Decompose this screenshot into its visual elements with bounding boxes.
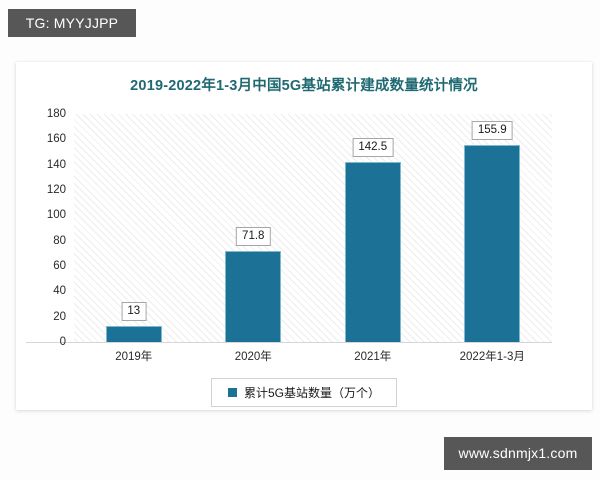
chart-title: 2019-2022年1-3月中国5G基站累计建成数量统计情况 [130,78,478,94]
y-axis-tick: 120 [46,184,66,196]
chart-bar[interactable] [344,161,401,342]
x-axis: 2019年 2020年 2021年 2022年1-3月 [74,348,552,368]
x-axis-tick: 2019年 [115,351,153,363]
bar-slot: 13 [74,114,194,342]
legend-label: 累计5G基站数量（万个） [243,386,381,400]
y-axis-tick: 60 [53,260,66,272]
x-axis-tick: 2021年 [354,351,392,363]
x-axis-tick: 2022年1-3月 [459,351,525,363]
y-axis: 180 160 140 120 100 80 60 40 20 0 [22,108,66,348]
x-axis-tick: 2020年 [234,351,272,363]
y-axis-tick: 80 [53,234,66,247]
bar-value-label: 142.5 [352,137,394,157]
x-axis-baseline [26,342,552,343]
y-axis-tick: 0 [59,336,66,348]
bar-slot: 71.8 [194,114,314,342]
bar-slot: 155.9 [433,114,553,342]
plot-area: 180 160 140 120 100 80 60 40 20 0 13 71.8 142.5 155.… [26,108,552,348]
bar-series: 13 71.8 142.5 155.9 [74,114,552,342]
chart-bar[interactable] [105,325,162,342]
y-axis-tick: 40 [53,285,66,298]
y-axis-tick: 180 [46,108,66,120]
bottom-watermark-tag: www.sdnmjx1.com [444,437,592,470]
y-axis-tick: 100 [46,209,66,222]
bar-value-label: 71.8 [236,227,271,247]
top-watermark-tag: TG: MYYJJPP [8,9,136,37]
bar-value-label: 13 [121,301,147,321]
legend-swatch-icon [227,388,237,397]
chart-bar[interactable] [225,251,282,342]
bar-value-label: 155.9 [471,120,513,140]
y-axis-tick: 20 [53,310,66,323]
chart-card: 2019-2022年1-3月中国5G基站累计建成数量统计情况 180 160 140… [16,62,592,410]
bar-slot: 142.5 [313,114,433,342]
chart-legend: 累计5G基站数量（万个） [210,378,398,407]
chart-bar[interactable] [464,144,521,342]
y-axis-tick: 160 [46,133,66,146]
y-axis-tick: 140 [46,158,66,171]
